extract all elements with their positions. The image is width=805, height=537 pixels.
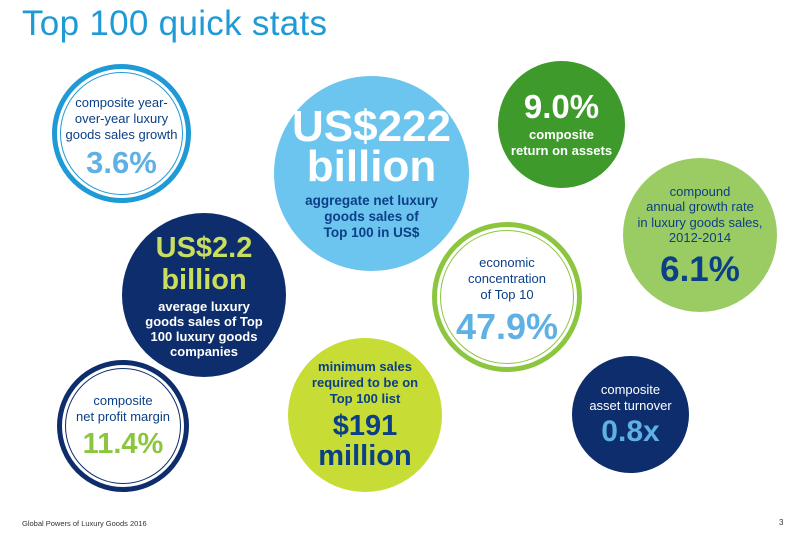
stat-economic-concentration: economic concentration of Top 10 47.9% [432, 222, 582, 372]
stat-asset-turnover: composite asset turnover 0.8x [572, 356, 689, 473]
stat-value-unit: billion [161, 263, 247, 296]
stat-label-line: Top 100 in US$ [323, 224, 420, 240]
stat-label-line: concentration [467, 271, 547, 286]
stat-value: US$222 [291, 101, 451, 151]
stat-label-line: composite [600, 382, 661, 397]
page-title: Top 100 quick stats [22, 4, 328, 43]
stat-label-line: minimum sales [318, 359, 412, 374]
stat-cagr: compound annual growth rate in luxury go… [623, 158, 777, 312]
stat-return-on-assets: 9.0% composite return on assets [498, 61, 625, 188]
stat-label-line: goods sales of Top [145, 313, 263, 329]
stat-label-line: compound [669, 183, 731, 199]
stat-label-line: composite year- [75, 95, 168, 110]
stat-label-line: average luxury [158, 298, 250, 314]
stat-label-line: economic [479, 255, 535, 270]
stat-label-line: goods sales growth [65, 127, 178, 142]
stat-label-line: asset turnover [589, 398, 672, 413]
footer-source: Global Powers of Luxury Goods 2016 [22, 519, 147, 528]
stat-label-line: Top 100 list [329, 391, 401, 406]
stat-label-line: in luxury goods sales, [637, 214, 763, 230]
stat-value: 3.6% [86, 145, 157, 180]
stat-label-line: annual growth rate [646, 199, 754, 214]
stat-label-line: aggregate net luxury [305, 192, 438, 208]
stat-label-line: return on assets [510, 143, 613, 158]
stat-label-line: net profit margin [76, 409, 170, 424]
stat-value: 11.4% [82, 428, 164, 460]
stat-label-line: composite [528, 127, 594, 142]
stat-label-line: composite [93, 393, 153, 408]
stat-net-profit-margin: composite net profit margin 11.4% [57, 360, 189, 492]
stat-value: 47.9% [455, 306, 559, 347]
stat-aggregate-sales: US$222 billion aggregate net luxury good… [274, 76, 469, 271]
page-number: 3 [779, 518, 784, 527]
stat-label-line: goods sales of [324, 208, 419, 224]
stat-label-line: required to be on [311, 375, 419, 390]
stat-value: 9.0% [523, 88, 600, 125]
stat-label-line: of Top 10 [480, 287, 534, 302]
stat-value: 0.8x [601, 415, 660, 448]
stat-label-line: over-year luxury [74, 111, 169, 126]
stat-label-line: 2012-2014 [668, 230, 732, 245]
stat-value-unit: billion [306, 141, 437, 191]
stat-label-line: 100 luxury goods [150, 328, 258, 344]
stat-value-unit: million [318, 440, 412, 472]
stat-sales-growth: composite year- over-year luxury goods s… [52, 64, 191, 203]
stat-value: US$2.2 [155, 231, 253, 264]
stat-average-sales: US$2.2 billion average luxury goods sale… [122, 213, 286, 377]
stat-value: 6.1% [660, 249, 740, 289]
stat-label-line: companies [170, 343, 238, 359]
stat-value: $191 [332, 410, 398, 442]
stat-minimum-sales: minimum sales required to be on Top 100 … [288, 338, 442, 492]
